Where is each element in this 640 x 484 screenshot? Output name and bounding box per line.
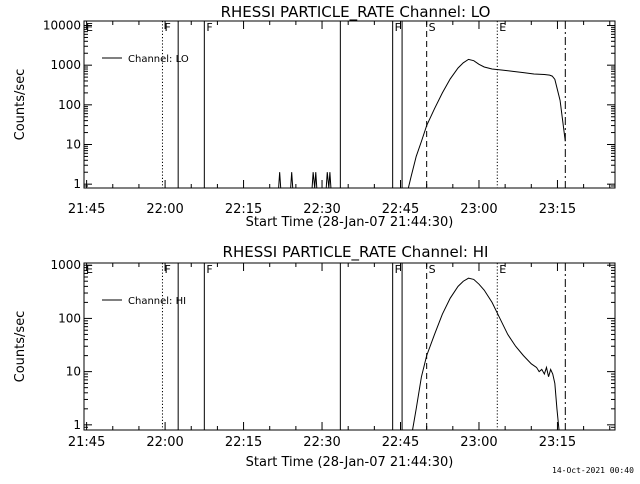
marker-label: E xyxy=(86,263,93,276)
marker-label: F xyxy=(206,263,212,276)
x-tick-label: 22:45 xyxy=(382,202,419,217)
legend-label: Channel: LO xyxy=(128,54,189,65)
x-axis-label: Start Time (28-Jan-07 21:44:30) xyxy=(246,455,454,470)
marker-label: F xyxy=(164,263,170,276)
footer-timestamp: 14-Oct-2021 00:40 xyxy=(552,466,634,475)
marker-label: F xyxy=(206,21,212,34)
marker-label: E xyxy=(499,263,506,276)
x-tick-label: 22:30 xyxy=(303,435,340,450)
marker-label: F xyxy=(395,263,401,276)
marker-label: E xyxy=(499,21,506,34)
legend-label: Channel: HI xyxy=(128,296,186,307)
y-tick-label: 100 xyxy=(58,98,81,112)
x-tick-label: 21:45 xyxy=(68,202,105,217)
x-tick-label: 23:00 xyxy=(460,202,497,217)
y-tick-label: 1000 xyxy=(50,58,81,72)
y-tick-label: 1000 xyxy=(50,258,81,272)
chart-title: RHESSI PARTICLE_RATE Channel: HI xyxy=(223,243,489,262)
x-tick-label: 21:45 xyxy=(68,435,105,450)
marker-label: S xyxy=(429,263,436,276)
marker-label: S xyxy=(429,21,436,34)
x-tick-label: 22:15 xyxy=(225,435,262,450)
x-tick-label: 22:45 xyxy=(382,435,419,450)
plot-frame xyxy=(83,20,616,189)
plot-frame xyxy=(83,262,616,431)
x-axis-label: Start Time (28-Jan-07 21:44:30) xyxy=(246,215,454,230)
y-axis-label: Counts/sec xyxy=(13,69,28,141)
x-tick-label: 22:15 xyxy=(225,202,262,217)
y-tick-label: 10 xyxy=(66,137,81,151)
chart-title: RHESSI PARTICLE_RATE Channel: LO xyxy=(221,3,491,22)
marker-label: F xyxy=(164,21,170,34)
chart-panel-1: RHESSI PARTICLE_RATE Channel: HI Start Ti… xyxy=(13,243,616,470)
y-tick-label: 10 xyxy=(66,365,81,379)
y-tick-label: 1 xyxy=(73,177,81,191)
series-line xyxy=(278,58,566,189)
x-tick-label: 22:30 xyxy=(303,202,340,217)
x-tick-label: 23:15 xyxy=(539,202,576,217)
marker-label: F xyxy=(395,21,401,34)
x-tick-label: 23:15 xyxy=(539,435,576,450)
x-tick-label: 23:00 xyxy=(460,435,497,450)
y-tick-label: 1 xyxy=(73,418,81,432)
x-tick-label: 22:00 xyxy=(146,202,183,217)
y-tick-label: 10000 xyxy=(43,19,81,33)
y-tick-label: 100 xyxy=(58,311,81,325)
x-tick-label: 22:00 xyxy=(146,435,183,450)
y-axis-label: Counts/sec xyxy=(13,311,28,383)
series-line xyxy=(412,277,560,431)
chart-panel-0: RHESSI PARTICLE_RATE Channel: LO Start Ti… xyxy=(13,3,616,230)
marker-label: E xyxy=(86,21,93,34)
